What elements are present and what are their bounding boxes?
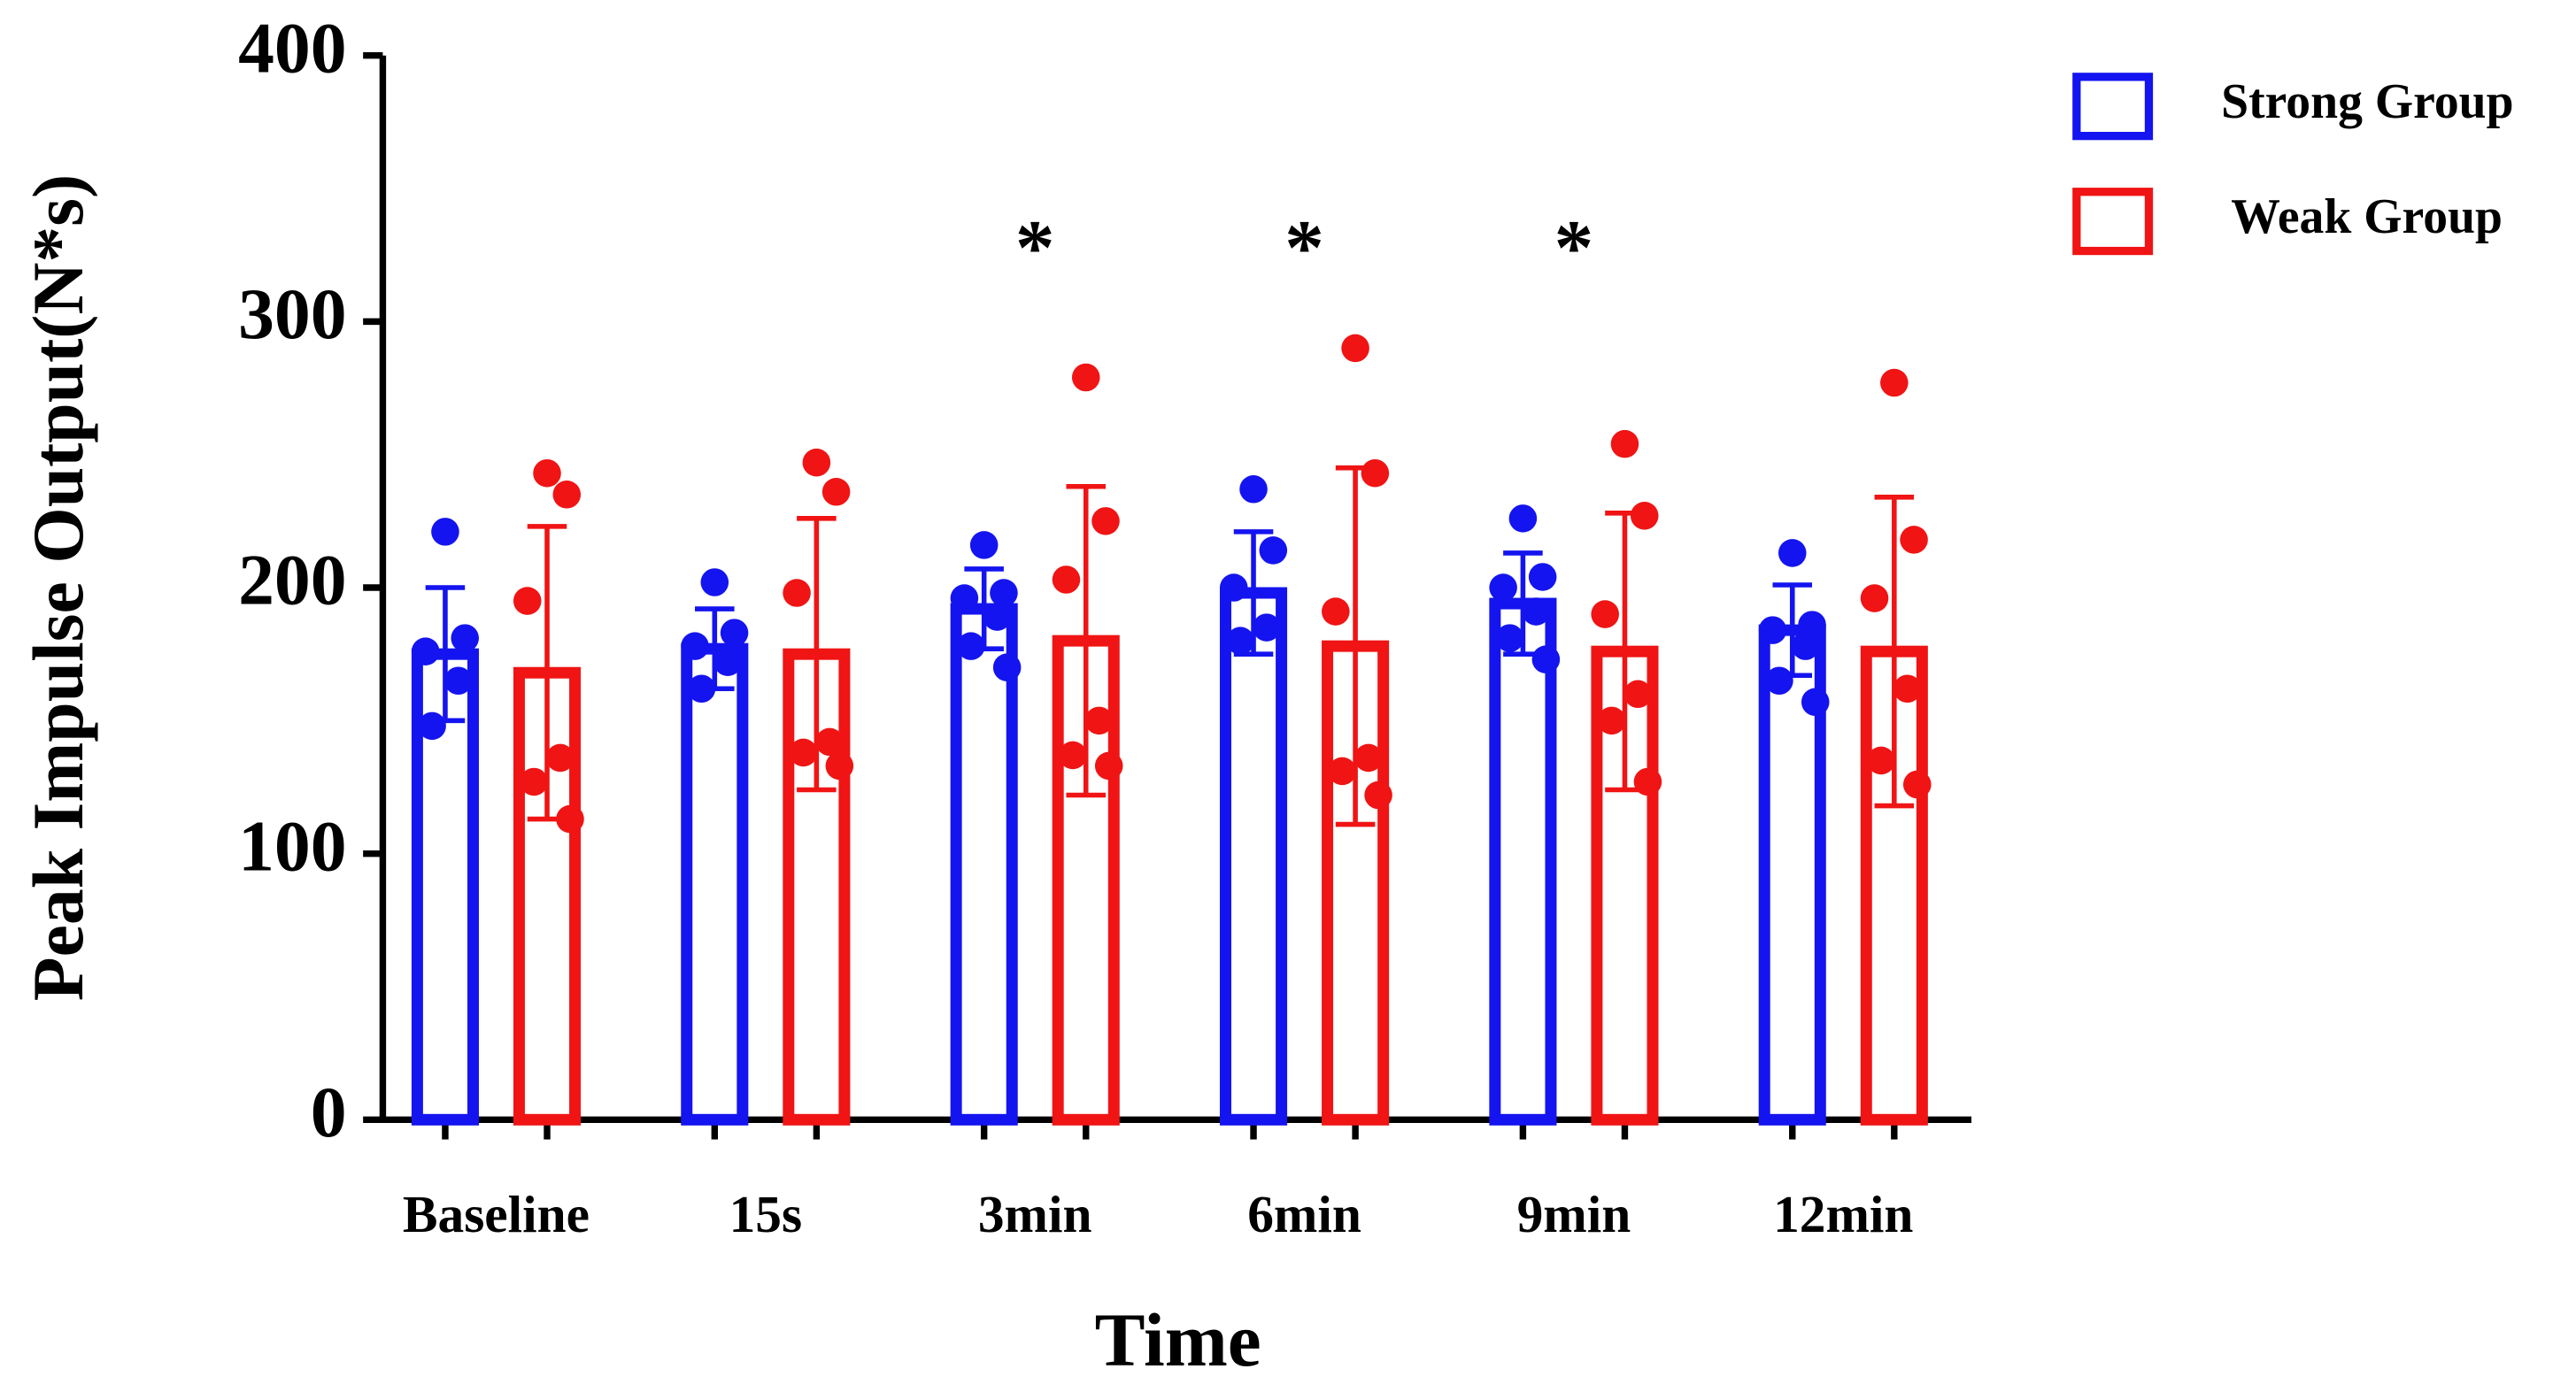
data-point	[1597, 706, 1626, 735]
data-point	[1354, 743, 1383, 773]
data-point	[990, 579, 1018, 607]
x-tick-label: 3min	[978, 1185, 1092, 1243]
data-point	[992, 653, 1022, 681]
data-point	[821, 478, 851, 506]
data-point	[1801, 688, 1830, 717]
data-point	[1508, 504, 1538, 533]
data-point	[1094, 751, 1123, 781]
data-point	[1253, 613, 1281, 642]
x-tick-label: 15s	[729, 1185, 802, 1243]
data-point	[1219, 573, 1248, 602]
data-point	[825, 751, 854, 781]
data-point	[1880, 368, 1909, 397]
x-tick-label: 12min	[1773, 1185, 1913, 1243]
data-point	[1341, 334, 1369, 363]
data-point	[546, 743, 575, 773]
data-point	[1364, 781, 1392, 810]
data-point	[700, 568, 729, 596]
data-point	[789, 738, 818, 767]
data-point	[556, 804, 584, 834]
data-point	[1495, 624, 1524, 652]
data-point	[1328, 757, 1357, 786]
bar	[950, 603, 1018, 1126]
data-point	[1522, 597, 1551, 626]
data-point	[418, 711, 446, 741]
data-point	[520, 767, 548, 796]
data-point	[411, 637, 440, 665]
bar	[1219, 587, 1288, 1126]
data-point	[444, 666, 473, 696]
data-point	[802, 448, 831, 477]
x-tick-label: Baseline	[403, 1185, 590, 1243]
data-point	[1900, 526, 1928, 554]
data-point	[1903, 770, 1932, 799]
data-point	[1489, 573, 1517, 602]
data-point	[969, 531, 999, 559]
data-point	[1084, 706, 1114, 735]
annotation: *	[1015, 205, 1055, 292]
x-axis-title: Time	[1095, 1299, 1261, 1382]
data-point	[687, 674, 716, 704]
data-point	[552, 481, 582, 509]
data-point	[1059, 741, 1087, 770]
data-point	[815, 727, 844, 757]
x-tick-label: 6min	[1247, 1185, 1361, 1243]
data-point	[1071, 363, 1100, 392]
data-point	[1791, 632, 1820, 660]
data-point	[1610, 429, 1639, 458]
y-tick-label: 100	[238, 805, 346, 886]
legend-swatch	[2072, 188, 2154, 256]
data-point	[720, 619, 749, 647]
data-point	[957, 632, 985, 660]
data-point	[1798, 611, 1826, 639]
bar	[1860, 645, 1928, 1126]
data-point	[1531, 645, 1561, 673]
legend-swatch	[2072, 73, 2154, 141]
y-tick-label: 0	[311, 1072, 347, 1152]
data-point	[713, 648, 742, 676]
bar	[1489, 597, 1557, 1126]
data-point	[1239, 474, 1268, 504]
data-point	[1867, 746, 1895, 775]
data-point	[1322, 597, 1350, 626]
data-point	[950, 584, 979, 612]
data-point	[1765, 666, 1793, 696]
x-tick-label: 9min	[1517, 1185, 1631, 1243]
y-tick-label: 400	[238, 7, 346, 88]
data-point	[681, 632, 709, 660]
annotation: *	[1554, 205, 1594, 292]
data-point	[1860, 584, 1889, 612]
y-axis-title: Peak Impulse Output(N*s)	[18, 174, 98, 1001]
data-point	[1758, 616, 1787, 644]
data-point	[1361, 458, 1390, 488]
data-point	[1528, 563, 1557, 591]
data-point	[533, 458, 561, 488]
data-point	[513, 587, 542, 615]
data-point	[983, 603, 1012, 631]
data-point	[1259, 536, 1288, 565]
data-point	[1623, 680, 1653, 709]
data-point	[1591, 600, 1619, 628]
annotation: *	[1284, 205, 1324, 292]
legend-label: Strong Group	[2221, 74, 2513, 129]
data-point	[1633, 767, 1662, 796]
data-point	[1893, 674, 1922, 704]
data-point	[1052, 565, 1081, 594]
bar	[681, 642, 749, 1126]
y-tick-label: 300	[238, 273, 346, 354]
data-point	[783, 579, 811, 607]
y-tick-label: 200	[238, 540, 346, 620]
data-point	[451, 624, 479, 652]
data-point	[1630, 502, 1659, 530]
data-point	[431, 518, 459, 546]
data-point	[1226, 627, 1254, 655]
data-point	[1091, 507, 1120, 535]
legend-label: Weak Group	[2231, 189, 2503, 244]
data-point	[1778, 539, 1807, 567]
